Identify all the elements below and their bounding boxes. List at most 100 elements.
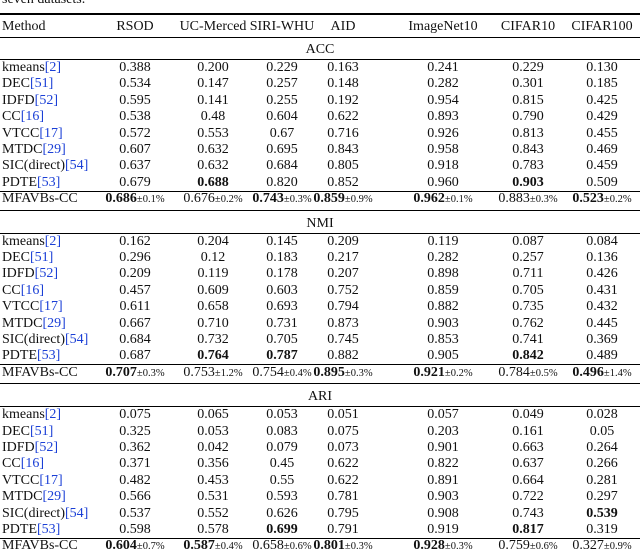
std-dev: ±0.3% bbox=[444, 541, 473, 553]
value-cell: 0.075 bbox=[119, 407, 151, 423]
value-cell: 0.028 bbox=[586, 407, 618, 423]
citation: [51] bbox=[30, 76, 54, 92]
column-header: ImageNet10 bbox=[408, 19, 478, 34]
value-cell: 0.962±0.1% bbox=[413, 191, 472, 208]
value: 0.073 bbox=[327, 440, 359, 455]
value-cell: 0.801±0.3% bbox=[313, 538, 372, 555]
method-name: CC bbox=[2, 109, 21, 125]
value: 0.787 bbox=[266, 348, 298, 364]
rule bbox=[0, 59, 640, 60]
value-cell: 0.45 bbox=[270, 456, 295, 472]
rule bbox=[0, 13, 640, 15]
method-name: VTCC bbox=[2, 472, 40, 488]
value-cell: 0.921±0.2% bbox=[413, 365, 472, 382]
value: 0.509 bbox=[586, 174, 618, 190]
value-cell: 0.905 bbox=[427, 348, 459, 364]
value-cell: 0.55 bbox=[270, 473, 295, 489]
section-label: ACC bbox=[305, 42, 335, 57]
citation: [29] bbox=[42, 315, 66, 331]
value-cell: 0.426 bbox=[586, 266, 618, 282]
value: 0.429 bbox=[586, 109, 618, 125]
value-cell: 0.926 bbox=[427, 126, 459, 142]
value-cell: 0.425 bbox=[586, 93, 618, 109]
value-cell: 0.958 bbox=[427, 142, 459, 158]
method-name: SIC(direct) bbox=[2, 505, 65, 521]
method-cell: CC[16] bbox=[2, 456, 44, 472]
value-cell: 0.053 bbox=[197, 424, 229, 440]
std-dev: ±0.9% bbox=[344, 194, 373, 206]
method-name: PDTE bbox=[2, 348, 37, 364]
value-cell: 0.954 bbox=[427, 93, 459, 109]
value: 0.762 bbox=[512, 315, 544, 331]
value-cell: 0.632 bbox=[197, 142, 229, 158]
std-dev: ±0.2% bbox=[214, 194, 243, 206]
value-cell: 0.301 bbox=[512, 76, 544, 92]
value: 0.686 bbox=[105, 191, 137, 207]
citation: [2] bbox=[44, 60, 62, 75]
method-cell: SIC(direct)[54] bbox=[2, 332, 88, 348]
value-cell: 0.622 bbox=[327, 109, 359, 125]
value: 0.903 bbox=[427, 315, 459, 331]
value-cell: 0.882 bbox=[427, 299, 459, 315]
method-name: MFAVBs-CC bbox=[2, 191, 78, 207]
value: 0.667 bbox=[119, 315, 151, 331]
value-cell: 0.509 bbox=[586, 175, 618, 191]
value: 0.873 bbox=[327, 315, 359, 331]
value: 0.882 bbox=[327, 348, 359, 364]
citation: [51] bbox=[30, 423, 54, 439]
value: 0.587 bbox=[183, 538, 215, 554]
method-cell: MTDC[29] bbox=[2, 142, 66, 158]
value: 0.200 bbox=[197, 60, 229, 75]
std-dev: ±0.3% bbox=[136, 367, 165, 379]
value: 0.356 bbox=[197, 456, 229, 472]
method-cell: DEC[51] bbox=[2, 250, 53, 266]
value: 0.282 bbox=[427, 76, 459, 92]
value: 0.534 bbox=[119, 76, 151, 92]
value: 0.711 bbox=[512, 266, 544, 282]
value-cell: 0.658 bbox=[197, 299, 229, 315]
rule bbox=[0, 406, 640, 407]
value: 0.801 bbox=[313, 538, 345, 554]
value: 0.084 bbox=[586, 233, 618, 249]
value: 0.281 bbox=[586, 472, 618, 488]
value: 0.362 bbox=[119, 440, 151, 455]
value: 0.426 bbox=[586, 266, 618, 282]
value-cell: 0.898 bbox=[427, 266, 459, 282]
value: 0.735 bbox=[512, 299, 544, 315]
value-cell: 0.148 bbox=[327, 76, 359, 92]
value-cell: 0.928±0.3% bbox=[413, 538, 472, 555]
column-header: CIFAR100 bbox=[571, 19, 633, 34]
method-cell: MTDC[29] bbox=[2, 316, 66, 332]
value: 0.905 bbox=[427, 348, 459, 364]
value: 0.679 bbox=[119, 174, 151, 190]
value-cell: 0.229 bbox=[266, 60, 298, 76]
std-dev: ±0.2% bbox=[603, 194, 632, 206]
value-cell: 0.676±0.2% bbox=[183, 191, 242, 208]
value-cell: 0.145 bbox=[266, 234, 298, 250]
column-header: UC-Merced bbox=[179, 19, 247, 34]
value: 0.852 bbox=[327, 174, 359, 190]
value-cell: 0.822 bbox=[427, 456, 459, 472]
value-cell: 0.042 bbox=[197, 440, 229, 456]
value-cell: 0.119 bbox=[428, 234, 459, 250]
value-cell: 0.369 bbox=[586, 332, 618, 348]
method-cell: kmeans[2] bbox=[2, 407, 61, 423]
value: 0.764 bbox=[197, 348, 229, 364]
value: 0.843 bbox=[512, 142, 544, 157]
std-dev: ±0.4% bbox=[214, 541, 243, 553]
value: 0.895 bbox=[313, 364, 345, 380]
method-name: DEC bbox=[2, 250, 30, 265]
value: 0.065 bbox=[197, 407, 229, 423]
value: 0.722 bbox=[512, 489, 544, 505]
method-cell: SIC(direct)[54] bbox=[2, 158, 88, 174]
value-cell: 0.356 bbox=[197, 456, 229, 472]
value-cell: 0.523±0.2% bbox=[572, 191, 631, 208]
value-cell: 0.679 bbox=[119, 175, 151, 191]
value-cell: 0.469 bbox=[586, 142, 618, 158]
value-cell: 0.531 bbox=[197, 489, 229, 505]
method-cell: CC[16] bbox=[2, 109, 44, 125]
value-cell: 0.075 bbox=[327, 424, 359, 440]
value-cell: 0.130 bbox=[586, 60, 618, 76]
value: 0.791 bbox=[327, 522, 359, 537]
value-cell: 0.281 bbox=[586, 473, 618, 489]
